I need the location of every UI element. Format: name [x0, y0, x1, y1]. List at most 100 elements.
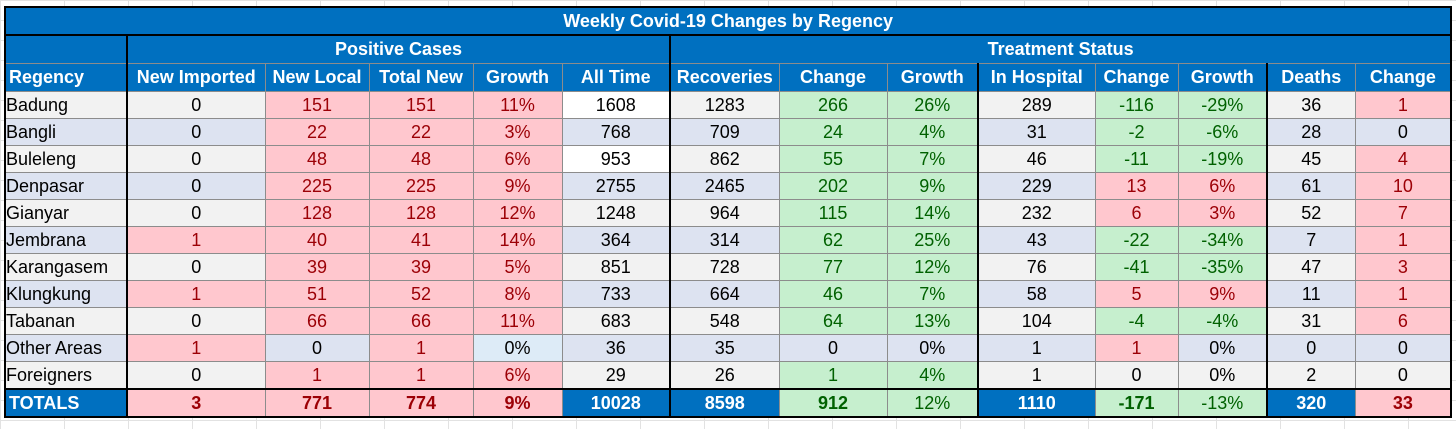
totals-label[interactable]: TOTALS — [4, 388, 128, 418]
data-cell[interactable]: 1 — [1094, 334, 1179, 362]
totals-cell[interactable]: 912 — [778, 388, 888, 418]
data-cell[interactable]: 12% — [472, 199, 563, 227]
data-cell[interactable]: -6% — [1177, 118, 1268, 146]
data-cell[interactable]: 314 — [669, 226, 780, 254]
data-cell[interactable]: 232 — [977, 199, 1096, 227]
totals-cell[interactable]: 33 — [1354, 388, 1453, 418]
data-cell[interactable]: 0 — [1266, 334, 1356, 362]
data-cell[interactable]: 46 — [977, 145, 1096, 173]
data-cell[interactable]: 0 — [1354, 118, 1453, 146]
data-cell[interactable]: 43 — [977, 226, 1096, 254]
data-cell[interactable]: 10 — [1354, 172, 1453, 200]
data-cell[interactable]: 1 — [977, 334, 1096, 362]
data-cell[interactable]: 31 — [977, 118, 1096, 146]
data-cell[interactable]: 2465 — [669, 172, 780, 200]
regency-name-cell[interactable]: Badung — [4, 91, 128, 119]
data-cell[interactable]: 6 — [1094, 199, 1179, 227]
data-cell[interactable]: 41 — [368, 226, 474, 254]
regency-name-cell[interactable]: Jembrana — [4, 226, 128, 254]
data-cell[interactable]: 0% — [472, 334, 563, 362]
data-cell[interactable]: 1 — [126, 280, 266, 308]
data-cell[interactable]: 0 — [264, 334, 370, 362]
data-cell[interactable]: 22 — [264, 118, 370, 146]
data-cell[interactable]: 1 — [778, 361, 888, 390]
data-cell[interactable]: 48 — [368, 145, 474, 173]
data-cell[interactable]: 39 — [264, 253, 370, 281]
regency-name-cell[interactable]: Tabanan — [4, 307, 128, 335]
regency-name-cell[interactable]: Other Areas — [4, 334, 128, 362]
totals-cell[interactable]: 774 — [368, 388, 474, 418]
data-cell[interactable]: 35 — [669, 334, 780, 362]
data-cell[interactable]: 1248 — [561, 199, 671, 227]
data-cell[interactable]: -19% — [1177, 145, 1268, 173]
data-cell[interactable]: 6 — [1354, 307, 1453, 335]
data-cell[interactable]: 2 — [1266, 361, 1356, 390]
data-cell[interactable]: 11 — [1266, 280, 1356, 308]
data-cell[interactable]: 1 — [126, 226, 266, 254]
data-cell[interactable]: 1 — [1354, 91, 1453, 119]
data-cell[interactable]: 22 — [368, 118, 474, 146]
data-cell[interactable]: 104 — [977, 307, 1096, 335]
data-cell[interactable]: 4 — [1354, 145, 1453, 173]
regency-name-cell[interactable]: Bangli — [4, 118, 128, 146]
data-cell[interactable]: -116 — [1094, 91, 1179, 119]
data-cell[interactable]: 0% — [886, 334, 979, 362]
data-cell[interactable]: 0 — [126, 91, 266, 119]
totals-cell[interactable]: 320 — [1266, 388, 1356, 418]
data-cell[interactable]: 7 — [1266, 226, 1356, 254]
data-cell[interactable]: 128 — [264, 199, 370, 227]
data-cell[interactable]: 0 — [1094, 361, 1179, 390]
data-cell[interactable]: 964 — [669, 199, 780, 227]
data-cell[interactable]: 229 — [977, 172, 1096, 200]
totals-cell[interactable]: 771 — [264, 388, 370, 418]
data-cell[interactable]: 66 — [264, 307, 370, 335]
data-cell[interactable]: 36 — [1266, 91, 1356, 119]
data-cell[interactable]: 52 — [368, 280, 474, 308]
data-cell[interactable]: 548 — [669, 307, 780, 335]
data-cell[interactable]: 1608 — [561, 91, 671, 119]
data-cell[interactable]: 289 — [977, 91, 1096, 119]
data-cell[interactable]: 1 — [977, 361, 1096, 390]
data-cell[interactable]: 13 — [1094, 172, 1179, 200]
data-cell[interactable]: 39 — [368, 253, 474, 281]
data-cell[interactable]: 77 — [778, 253, 888, 281]
data-cell[interactable]: 266 — [778, 91, 888, 119]
totals-cell[interactable]: 9% — [472, 388, 563, 418]
totals-cell[interactable]: -13% — [1177, 388, 1268, 418]
data-cell[interactable]: 40 — [264, 226, 370, 254]
data-cell[interactable]: 28 — [1266, 118, 1356, 146]
regency-name-cell[interactable]: Denpasar — [4, 172, 128, 200]
data-cell[interactable]: 225 — [264, 172, 370, 200]
data-cell[interactable]: 7% — [886, 280, 979, 308]
data-cell[interactable]: -41 — [1094, 253, 1179, 281]
data-cell[interactable]: 0 — [778, 334, 888, 362]
data-cell[interactable]: 225 — [368, 172, 474, 200]
data-cell[interactable]: -35% — [1177, 253, 1268, 281]
data-cell[interactable]: 31 — [1266, 307, 1356, 335]
data-cell[interactable]: 1 — [1354, 280, 1453, 308]
data-cell[interactable]: -4% — [1177, 307, 1268, 335]
data-cell[interactable]: 52 — [1266, 199, 1356, 227]
data-cell[interactable]: 0 — [126, 253, 266, 281]
totals-cell[interactable]: 3 — [126, 388, 266, 418]
data-cell[interactable]: 128 — [368, 199, 474, 227]
data-cell[interactable]: 8% — [472, 280, 563, 308]
data-cell[interactable]: 26% — [886, 91, 979, 119]
data-cell[interactable]: 26 — [669, 361, 780, 390]
regency-name-cell[interactable]: Foreigners — [4, 361, 128, 390]
data-cell[interactable]: 12% — [886, 253, 979, 281]
totals-cell[interactable]: -171 — [1094, 388, 1179, 418]
data-cell[interactable]: 0% — [1177, 334, 1268, 362]
data-cell[interactable]: 1 — [368, 334, 474, 362]
regency-name-cell[interactable]: Gianyar — [4, 199, 128, 227]
data-cell[interactable]: 664 — [669, 280, 780, 308]
data-cell[interactable]: 14% — [886, 199, 979, 227]
data-cell[interactable]: -11 — [1094, 145, 1179, 173]
data-cell[interactable]: 0 — [126, 118, 266, 146]
data-cell[interactable]: 3% — [472, 118, 563, 146]
data-cell[interactable]: 3 — [1354, 253, 1453, 281]
data-cell[interactable]: 3% — [1177, 199, 1268, 227]
data-cell[interactable]: 51 — [264, 280, 370, 308]
data-cell[interactable]: -22 — [1094, 226, 1179, 254]
data-cell[interactable]: 1283 — [669, 91, 780, 119]
